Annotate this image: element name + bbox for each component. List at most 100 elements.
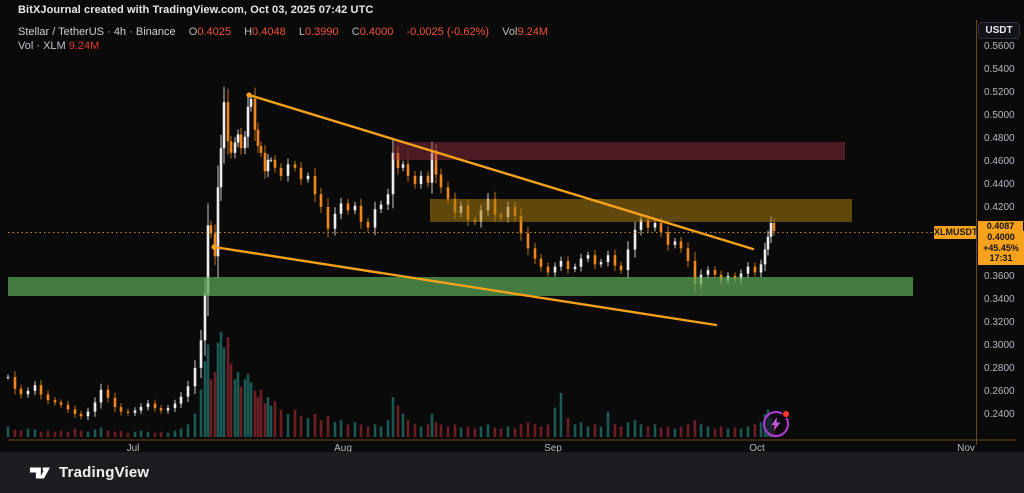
volume-bar <box>243 379 247 437</box>
tradingview-logo-icon[interactable] <box>28 463 51 483</box>
footer-bar: TradingView <box>0 452 1024 493</box>
symbol-title[interactable]: Stellar / TetherUS <box>18 26 105 38</box>
volume-bar <box>166 432 170 437</box>
candle-body <box>396 152 400 168</box>
candle-body <box>286 164 290 176</box>
lower-trendline-anchor <box>211 244 217 250</box>
volume-bar <box>139 430 143 437</box>
candle-body <box>59 402 63 405</box>
price-tick-label: 0.5400 <box>984 64 1015 76</box>
candle-body <box>79 413 83 417</box>
volume-bar <box>396 405 400 437</box>
candle-body <box>326 206 330 229</box>
volume-bar <box>713 428 717 437</box>
candle-body <box>203 294 207 341</box>
volume-bar <box>401 413 405 437</box>
currency-toggle-button[interactable]: USDT <box>978 22 1020 39</box>
volume-bar <box>626 422 630 437</box>
volume-bar <box>19 430 23 437</box>
candle-body <box>269 159 273 161</box>
candle-body <box>106 389 110 398</box>
supply-zone-olive[interactable] <box>430 199 852 222</box>
volume-bar <box>333 422 337 437</box>
candle-body <box>179 396 183 404</box>
volume-bar <box>193 413 197 437</box>
volume-bar <box>373 424 377 437</box>
volume-bar <box>79 430 83 437</box>
volume-bar <box>453 424 457 437</box>
volume-bar <box>133 431 137 437</box>
volume-bar <box>653 424 657 437</box>
candle-body <box>430 152 434 183</box>
candle-body <box>66 404 70 410</box>
interval-label[interactable]: 4h <box>113 26 127 38</box>
volume-bar <box>366 426 370 437</box>
candle-body <box>746 266 750 274</box>
candle-body <box>113 397 117 407</box>
price-line-symbol-tag[interactable]: XLMUSDT <box>934 226 978 239</box>
price-tick-label: 0.4800 <box>984 133 1015 145</box>
candle-body <box>766 236 770 250</box>
volume-bar <box>233 379 237 437</box>
candle-body <box>236 134 240 143</box>
candle-body <box>659 222 663 233</box>
volume-bar <box>386 420 390 437</box>
candle-body <box>769 222 773 237</box>
candle-body <box>73 409 77 414</box>
supply-zone-red[interactable] <box>393 142 845 160</box>
price-tick-label: 0.4600 <box>984 156 1015 168</box>
volume-bar <box>286 413 290 437</box>
volume-bar <box>446 426 450 437</box>
lower-trendline[interactable] <box>212 245 718 327</box>
candle-body <box>539 258 543 267</box>
volume-bar <box>33 429 37 437</box>
volume-bar <box>239 386 243 437</box>
candle-body <box>353 205 357 211</box>
time-axis[interactable]: Jul Aug Sep Oct Nov <box>0 441 976 457</box>
vol-indicator-label[interactable]: Vol · XLM <box>18 40 66 52</box>
volume-bar <box>53 431 57 437</box>
volume-bar <box>499 428 503 437</box>
time-tick-label: Sep <box>544 443 562 454</box>
legend-sep2: · <box>129 26 133 38</box>
volume-bar <box>546 424 550 437</box>
volume-bar <box>229 363 233 437</box>
candle-body <box>446 187 450 199</box>
candle-body <box>533 248 537 259</box>
candle-body <box>166 408 170 411</box>
candle-body <box>386 194 390 205</box>
volume-bar <box>209 379 213 437</box>
high-label: H <box>244 26 253 38</box>
volume-bar <box>306 418 310 437</box>
volume-bar <box>391 397 395 437</box>
candle-body <box>306 175 310 180</box>
volume-bar <box>13 429 17 437</box>
flash-boost-icon[interactable] <box>763 410 790 437</box>
candle-body <box>233 142 237 153</box>
candle-body <box>216 187 220 257</box>
volume-bar <box>222 347 226 437</box>
volume-bar <box>236 371 240 437</box>
candle-body <box>753 266 757 273</box>
candle-body <box>401 164 405 168</box>
time-tick-label: Aug <box>334 443 352 454</box>
volume-bar <box>256 397 260 437</box>
volume-bar <box>599 426 603 437</box>
price-line-label[interactable]: 0.4000 +45.45% 17:31 <box>978 231 1024 265</box>
time-tick-label: Nov <box>957 443 975 454</box>
volume-bar <box>526 422 530 437</box>
tradingview-wordmark[interactable]: TradingView <box>59 464 150 481</box>
volume-bar <box>693 420 697 437</box>
candle-body <box>256 129 260 146</box>
candle-body <box>366 221 370 228</box>
candle-body <box>346 203 350 211</box>
candle-body <box>606 255 610 263</box>
close-label: C <box>351 26 360 38</box>
candle-body <box>639 219 643 230</box>
upper-trendline[interactable] <box>247 93 755 251</box>
candle-body <box>519 216 523 234</box>
volume-bar <box>126 432 130 437</box>
candle-body <box>666 232 670 245</box>
candle-body <box>434 152 438 175</box>
